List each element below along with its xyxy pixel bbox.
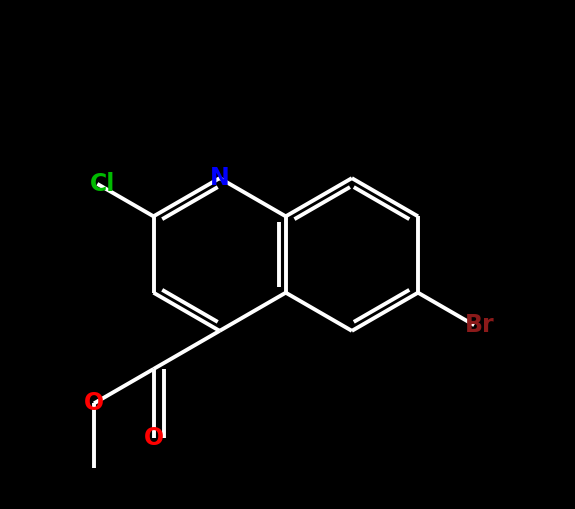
- Text: O: O: [84, 391, 104, 415]
- Text: Br: Br: [465, 313, 494, 337]
- Text: N: N: [210, 166, 229, 190]
- Text: O: O: [143, 426, 163, 450]
- Text: Cl: Cl: [90, 172, 116, 196]
